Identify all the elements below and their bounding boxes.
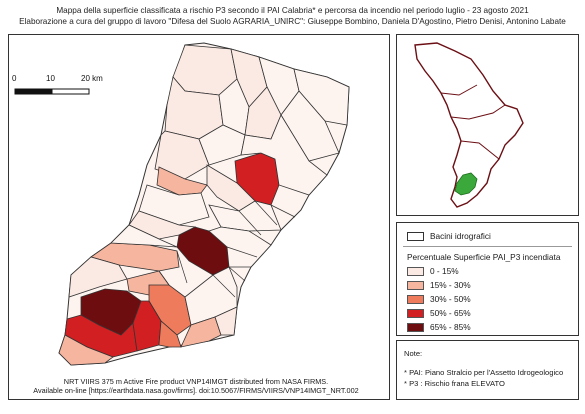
legend: Bacini idrografici Percentuale Superfici…: [396, 222, 579, 336]
scale-bar: [14, 88, 90, 95]
basin: [110, 224, 178, 248]
basin: [280, 90, 340, 162]
legend-class-label: 50% - 65%: [430, 308, 471, 318]
legend-class-0-15: 0 - 15%: [407, 266, 459, 276]
map-title: Mappa della superficie classificata a ri…: [0, 6, 585, 27]
basin-30-50: [158, 320, 182, 348]
legend-basins: Bacini idrografici: [407, 231, 491, 241]
notes-heading: Note:: [404, 349, 423, 358]
legend-divider: [403, 246, 572, 247]
note-p3: * P3 : Rischio frana ELEVATO: [404, 379, 505, 388]
basin-swatch: [407, 231, 424, 241]
legend-class-65-85: 65% - 85%: [407, 322, 471, 332]
scale-label-10: 10: [46, 74, 55, 83]
legend-basins-label: Bacini idrografici: [430, 231, 491, 241]
basin: [214, 306, 238, 336]
calabria-outline: [414, 42, 524, 208]
inset-locator-map: [396, 34, 579, 216]
province-boundary: [440, 84, 506, 160]
swatch-65-85: [407, 322, 424, 332]
map-title-line2: Elaborazione a cura del gruppo di lavoro…: [19, 16, 566, 26]
basin: [208, 226, 272, 268]
legend-class-30-50: 30% - 50%: [407, 294, 471, 304]
main-map-frame: 0 10 20 km NRT VIIRS 375 m Active Fire p…: [8, 34, 390, 400]
basin-15-30: [58, 334, 114, 366]
basin: [240, 114, 328, 196]
study-area-highlight: [454, 172, 478, 196]
legend-class-15-30: 15% - 30%: [407, 280, 471, 290]
legend-class-label: 65% - 85%: [430, 322, 471, 332]
main-map: [14, 42, 350, 366]
legend-classes-title: Percentuale Superficie PAI_P3 incendiata: [407, 252, 561, 262]
note-pai: * PAI: Piano Stralcio per l'Assetto Idro…: [404, 368, 564, 377]
legend-class-label: 0 - 15%: [430, 266, 459, 276]
credit-line2: Available on-line [https://earthdata.nas…: [33, 386, 359, 395]
swatch-30-50: [407, 294, 424, 304]
legend-class-50-65: 50% - 65%: [407, 308, 471, 318]
scale-label-0: 0: [12, 74, 17, 83]
calabria-inset: [414, 42, 524, 208]
legend-class-label: 30% - 50%: [430, 294, 471, 304]
map-title-line1: Mappa della superficie classificata a ri…: [56, 6, 529, 15]
swatch-15-30: [407, 280, 424, 290]
scale-label-20: 20 km: [81, 74, 103, 83]
swatch-0-15: [407, 266, 424, 276]
data-credit: NRT VIIRS 375 m Active Fire product VNP1…: [31, 377, 361, 395]
notes-box: Note: * PAI: Piano Stralcio per l'Assett…: [396, 340, 579, 400]
swatch-50-65: [407, 308, 424, 318]
basin-boundary: [158, 200, 296, 298]
legend-class-label: 15% - 30%: [430, 280, 471, 290]
credit-line1: NRT VIIRS 375 m Active Fire product VNP1…: [63, 377, 329, 386]
